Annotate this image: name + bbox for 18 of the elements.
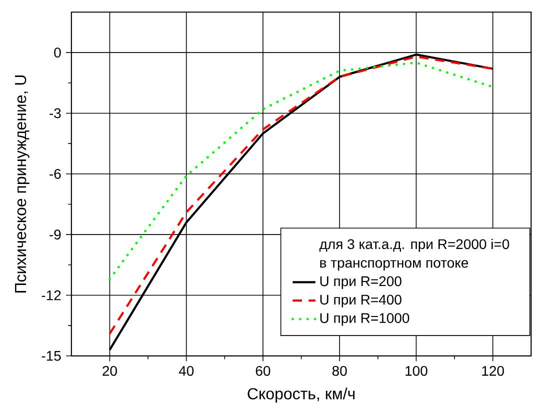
x-tick-label: 20 (102, 366, 117, 376)
y-tick-label: -12 (42, 290, 61, 300)
legend-label: U при R=200 (320, 276, 402, 289)
y-tick-label: -15 (42, 351, 61, 361)
x-tick-label: 100 (406, 366, 428, 376)
x-tick-label: 120 (482, 366, 504, 376)
x-axis-title: Скорость, км/ч (248, 388, 355, 403)
legend-title: для 3 кат.а.д. при R=2000 i=0 в транспортном потоке (319, 238, 510, 270)
y-tick-label: 0 (54, 48, 61, 58)
y-tick-label: -3 (50, 108, 61, 118)
y-tick-label: -6 (50, 168, 61, 179)
legend-label: U при R=400 (320, 294, 402, 308)
x-tick-label: 80 (332, 366, 347, 376)
x-tick-label: 60 (256, 366, 270, 376)
y-tick-label: -9 (50, 230, 61, 240)
legend-label: U при R=1000 (320, 313, 410, 326)
x-tick-label: 40 (178, 366, 194, 376)
y-axis-title: Психическое принуждение, U (15, 75, 30, 292)
